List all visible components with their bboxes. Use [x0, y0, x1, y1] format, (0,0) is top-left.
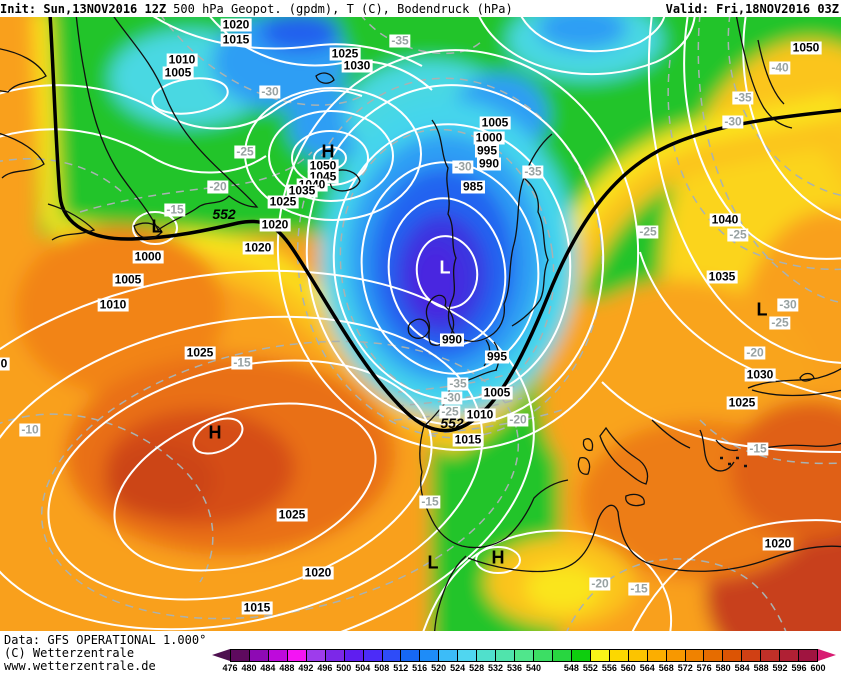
colorbar-tick: 492	[298, 663, 314, 673]
colorbar-segment	[287, 650, 307, 661]
colorbar-segment	[249, 650, 269, 661]
colorbar-segment	[685, 650, 705, 661]
init-time: Init: Sun,13NOV2016 12Z	[0, 1, 167, 16]
colorbar-segment	[458, 650, 478, 661]
colorbar-segment	[439, 650, 459, 661]
colorbar-segment	[534, 650, 553, 661]
colorbar-tick: 580	[715, 663, 731, 673]
colorbar-segment	[761, 650, 781, 661]
colorbar-underflow-arrow	[212, 649, 230, 661]
colorbar-tick: 528	[469, 663, 485, 673]
colorbar-tick: 480	[241, 663, 257, 673]
colorbar-tick: 540	[525, 663, 541, 673]
colorbar-segment	[496, 650, 516, 661]
data-source: Data: GFS OPERATIONAL 1.000°	[4, 633, 207, 647]
website-link[interactable]: www.wetterzentrale.de	[4, 659, 156, 673]
colorbar-tick: 536	[507, 663, 523, 673]
colorbar-tick: 488	[279, 663, 295, 673]
geopotential-color-field	[0, 17, 841, 631]
colorbar-tick: 484	[260, 663, 276, 673]
colorbar-tick: 600	[810, 663, 826, 673]
colorbar-tick: 504	[355, 663, 371, 673]
colorbar-tick: 576	[696, 663, 712, 673]
colorbar-segment	[363, 650, 383, 661]
colorbar-tick: 476	[222, 663, 238, 673]
colorbar-tick: 524	[450, 663, 466, 673]
colorbar-tick: 564	[639, 663, 655, 673]
colorbar-tick: 508	[374, 663, 390, 673]
colorbar-segment	[742, 650, 762, 661]
colorbar-segment	[515, 650, 534, 661]
colorbar-tick: 532	[488, 663, 504, 673]
colorbar-segment	[609, 650, 629, 661]
colorbar-segment	[799, 650, 819, 661]
colorbar-tick: 500	[336, 663, 352, 673]
colorbar-tick: 520	[431, 663, 447, 673]
colorbar-segment	[344, 650, 364, 661]
colorbar-segment	[230, 650, 250, 661]
colorbar-tick: 572	[677, 663, 693, 673]
colorbar-segment	[268, 650, 288, 661]
colorbar-tick: 516	[412, 663, 428, 673]
colorbar-segment	[401, 650, 421, 661]
colorbar-tick: 592	[772, 663, 788, 673]
copyright: (C) Wetterzentrale	[4, 646, 135, 660]
colorbar-tick: 512	[393, 663, 409, 673]
colorbar-tick: 588	[753, 663, 769, 673]
weather-map-graphic	[0, 17, 841, 631]
contour-552-line	[48, 17, 841, 433]
colorbar-segment	[704, 650, 724, 661]
colorbar-segment	[571, 650, 591, 661]
colorbar-segment	[306, 650, 326, 661]
chart-subject: 500 hPa Geopot. (gpdm), T (C), Bodendruc…	[173, 1, 513, 16]
chart-header: Init: Sun,13NOV2016 12Z 500 hPa Geopot. …	[0, 0, 841, 17]
colorbar-tick: 548	[563, 663, 579, 673]
colorbar-tick: 584	[734, 663, 750, 673]
chart-footer: Data: GFS OPERATIONAL 1.000° (C) Wetterz…	[0, 631, 841, 675]
colorbar-segment	[780, 650, 800, 661]
colorbar-segment	[382, 650, 402, 661]
colorbar-segment	[420, 650, 440, 661]
colorbar-segments	[230, 649, 819, 662]
colorbar-tick-labels: 476 480 484 488 492 496 500 504 508 512 516 520 524 5…	[222, 663, 825, 675]
colorbar-segment	[477, 650, 497, 661]
colorbar-segment	[647, 650, 667, 661]
colorbar-segment	[666, 650, 686, 661]
colorbar-segment	[552, 650, 572, 661]
colorbar-segment	[590, 650, 610, 661]
colorbar-overflow-arrow	[818, 649, 836, 661]
colorbar-tick: 556	[601, 663, 617, 673]
colorbar-segment	[723, 650, 743, 661]
colorbar-tick: 596	[791, 663, 807, 673]
colorbar-tick: 552	[582, 663, 598, 673]
colorbar-tick: 560	[620, 663, 636, 673]
valid-time: Valid: Fri,18NOV2016 03Z	[665, 1, 839, 16]
colorbar-segment	[325, 650, 345, 661]
colorbar-tick: 568	[658, 663, 674, 673]
colorbar-segment	[628, 650, 648, 661]
weather-map	[0, 17, 841, 631]
colorbar-tick: 496	[317, 663, 333, 673]
